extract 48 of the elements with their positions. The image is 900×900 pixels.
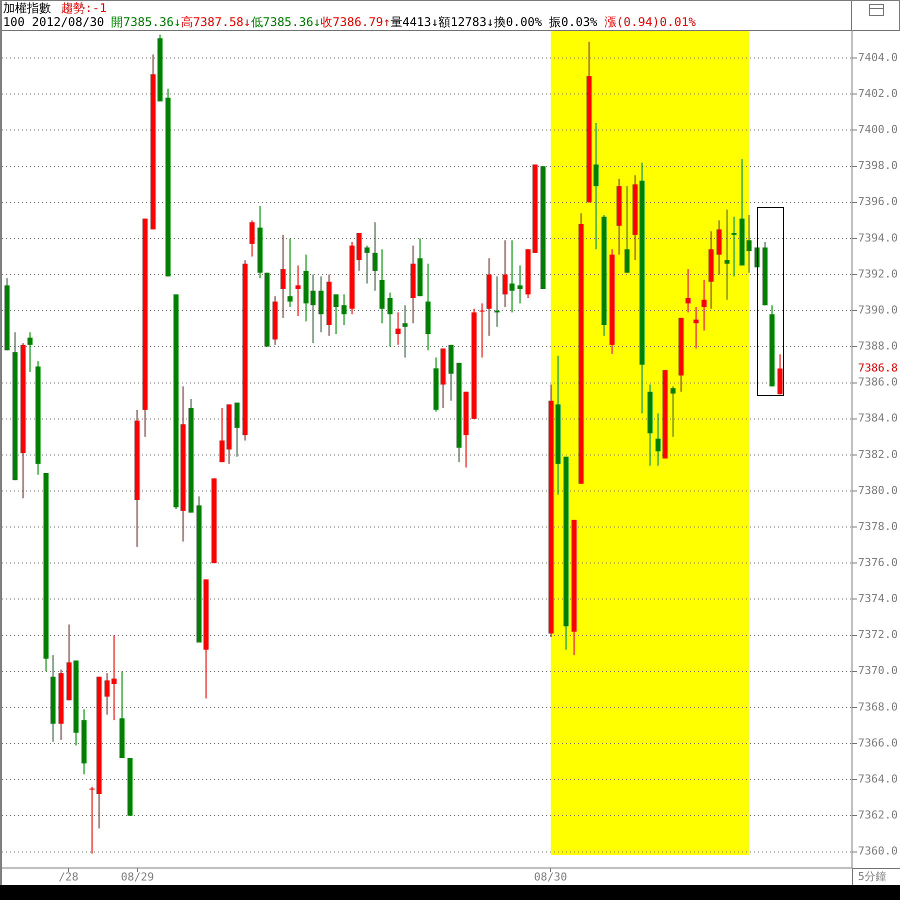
y-tick-label: 7360.0 bbox=[858, 844, 898, 858]
text: 高7387.58↓ bbox=[180, 15, 251, 29]
candlestick bbox=[518, 266, 522, 304]
candlestick bbox=[112, 635, 116, 720]
y-tick-label: 7382.0 bbox=[858, 448, 898, 461]
x-tick-label: 08/29 bbox=[120, 870, 154, 884]
y-tick-label: 7392.0 bbox=[858, 267, 898, 280]
text: 收7386.79↑ bbox=[320, 15, 390, 29]
y-tick-label: 7376.0 bbox=[858, 556, 898, 570]
y-tick-label: 7396.0 bbox=[858, 195, 898, 208]
y-tick-label: 7366.0 bbox=[858, 736, 898, 750]
y-tick-label: 7384.0 bbox=[858, 412, 898, 425]
y-tick-label: 7390.0 bbox=[858, 303, 898, 316]
chart-title: 加權指數 bbox=[3, 1, 51, 15]
x-tick-label: 08/30 bbox=[534, 870, 568, 884]
text: 7386.8 bbox=[858, 361, 898, 374]
y-tick-label: 7394.0 bbox=[858, 231, 898, 244]
text: 開7385.36↓ bbox=[111, 15, 181, 29]
chart-subtitle: 100 2012/08/30 bbox=[3, 15, 104, 29]
candlestick bbox=[694, 306, 698, 348]
candlestick bbox=[90, 786, 94, 854]
y-tick-label: 7380.0 bbox=[858, 484, 898, 497]
y-tick-label: 7388.0 bbox=[858, 340, 898, 353]
y-tick-label: 7370.0 bbox=[858, 664, 898, 678]
y-tick-label: 7362.0 bbox=[858, 808, 898, 822]
y-tick-label: 7374.0 bbox=[858, 592, 898, 606]
y-tick-label: 7372.0 bbox=[858, 628, 898, 642]
candlestick bbox=[402, 305, 408, 358]
candlestick bbox=[288, 238, 292, 307]
candlestick bbox=[732, 216, 736, 276]
y-tick-label: 7368.0 bbox=[858, 700, 898, 714]
y-tick-label: 7364.0 bbox=[858, 772, 898, 786]
text: 趨勢:-1 bbox=[61, 1, 107, 15]
text: 低7385.36↓ bbox=[250, 15, 321, 29]
y-tick-label: 7378.0 bbox=[858, 520, 898, 533]
y-tick-label: 7400.0 bbox=[858, 123, 898, 136]
y-tick-label: 7386.0 bbox=[858, 376, 898, 389]
text: 漲(0.94)0.01% bbox=[604, 15, 696, 29]
text: 量4413↓額12783↓換0.00% 振0.03% bbox=[390, 15, 598, 29]
x-axis-title: 5分鐘 bbox=[852, 868, 900, 885]
candlestick bbox=[494, 276, 500, 327]
y-tick-label: 7404.0 bbox=[858, 50, 898, 64]
candlestick bbox=[480, 303, 484, 358]
candlestick bbox=[296, 266, 300, 316]
y-tick-label: 7402.0 bbox=[858, 86, 898, 100]
y-tick-label: 7398.0 bbox=[858, 159, 898, 172]
x-tick-label: /28 bbox=[58, 870, 78, 884]
candlestick bbox=[724, 210, 730, 300]
